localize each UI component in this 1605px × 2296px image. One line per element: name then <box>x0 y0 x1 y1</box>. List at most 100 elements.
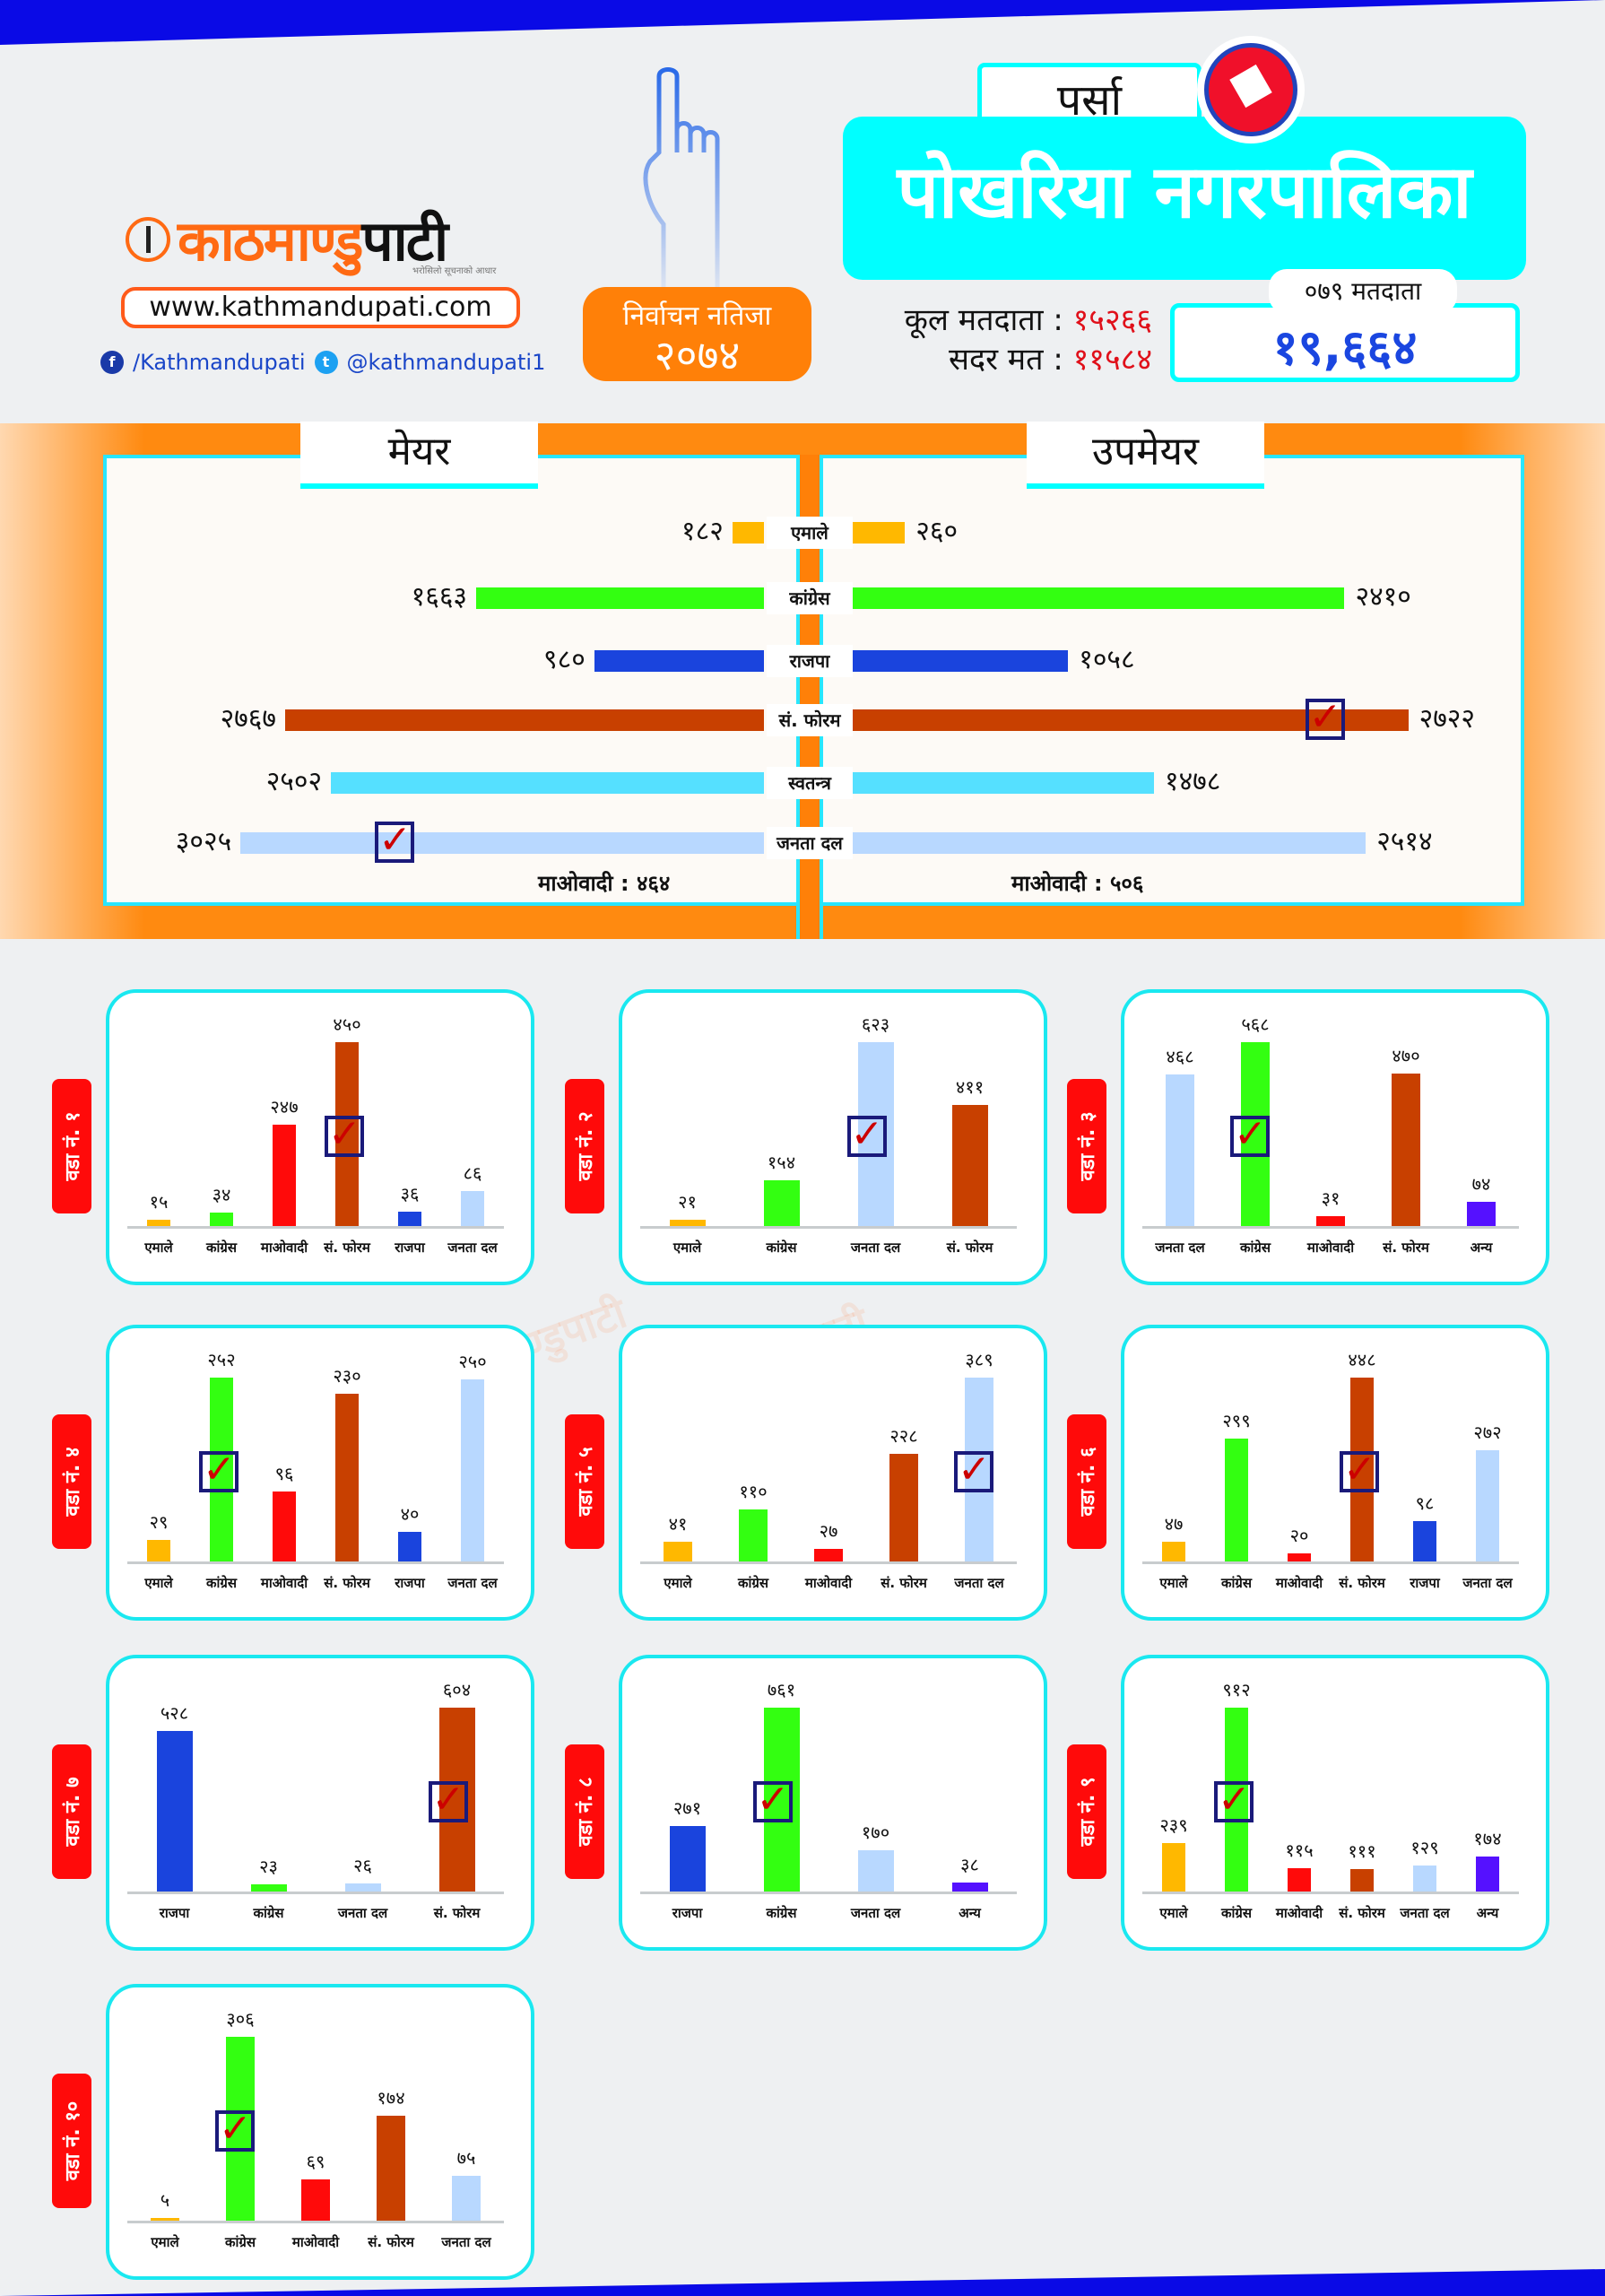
bar <box>250 1884 287 1892</box>
twitter-link[interactable]: @kathmandupati1 <box>346 350 546 375</box>
ward-card-10: ५ एमाले ३०६ कांग्रेस ✓ ६९ माओवादी १७४ सं. फोरम ७५… <box>106 1984 534 2280</box>
party-label: जनता दल <box>767 827 853 859</box>
ward-label: वडा नं. ७ <box>62 1777 84 1847</box>
winner-check-icon: ✓ <box>215 2109 255 2152</box>
mayor-bar-2 <box>594 650 764 672</box>
ward-card-1: १५ एमाले ३४ कांग्रेस २४७ माओवादी ४५० सं. फोरम ✓ ३… <box>106 989 534 1285</box>
bar-value: ५२८ <box>160 1701 189 1724</box>
deputy-bar-0 <box>852 522 906 544</box>
ward-label: वडा नं. ९ <box>1077 1777 1099 1847</box>
bar-label: राजपा <box>395 1575 425 1591</box>
bar-value: २५२ <box>207 1349 236 1370</box>
bar <box>452 2175 481 2221</box>
bar-value: २७१ <box>672 1796 702 1819</box>
bar-label: अन्य <box>959 1905 981 1921</box>
bar <box>1162 1843 1185 1892</box>
facebook-link[interactable]: /Kathmandupati <box>133 350 306 375</box>
ward-tab: वडा नं. २ <box>565 1079 604 1213</box>
ward-label: वडा नं. २ <box>575 1111 597 1181</box>
axis-line <box>127 1892 504 1894</box>
bar-value: २४७ <box>270 1096 299 1118</box>
bar <box>669 1220 706 1226</box>
ward-label: वडा नं. १ <box>62 1111 84 1181</box>
bar-value: ६०४ <box>442 1679 472 1700</box>
bar-value: २५० <box>458 1350 487 1372</box>
bar-value: ७५ <box>456 2146 476 2169</box>
bar-label: सं. फोरम <box>368 2234 414 2250</box>
bar-label: कांग्रेस <box>205 1239 237 1256</box>
bar-value: ६२३ <box>861 1013 890 1035</box>
ballot-box-icon <box>1204 43 1297 136</box>
bar-label: सं. फोरम <box>324 1239 370 1256</box>
bar-label: माओवादी <box>804 1575 853 1591</box>
bar <box>398 1211 421 1226</box>
bar-value: २६ <box>353 1855 372 1877</box>
deputy-value: १४७८ <box>1164 766 1221 797</box>
axis-line <box>127 2221 504 2223</box>
ward-card-4: २९ एमाले २५२ कांग्रेस ✓ ९६ माओवादी २३० सं. फोरम ४… <box>106 1325 534 1621</box>
winner-check-icon: ✓ <box>846 1114 887 1157</box>
kathmandupati-logo: काठमाण्डु पाटी <box>126 202 448 277</box>
bar <box>301 2179 330 2221</box>
bar-value: ४१ <box>668 1513 688 1535</box>
party-label: कांग्रेस <box>767 582 853 614</box>
bar-label: राजपा <box>159 1905 190 1921</box>
mayor-value: १६६३ <box>411 581 468 613</box>
bar <box>951 1104 988 1226</box>
bar-label: कांग्रेस <box>253 1905 284 1921</box>
bar-value: १५४ <box>767 1152 796 1174</box>
election-commission-logo <box>1197 36 1305 144</box>
bar <box>1316 1215 1345 1226</box>
bar-value: ४० <box>400 1503 420 1526</box>
valid-votes-label: सदर मत : <box>949 342 1063 378</box>
winner-check-icon: ✓ <box>1230 1114 1270 1157</box>
ward-label: वडा नं. ४ <box>62 1447 84 1517</box>
ward-tab: वडा नं. ६ <box>1067 1414 1106 1549</box>
bar <box>1288 1868 1311 1892</box>
bar-value: २३ <box>259 1856 278 1878</box>
bar-label: अन्य <box>1476 1905 1499 1921</box>
bar-value: ३०६ <box>226 2008 255 2030</box>
winner-check-icon: ✓ <box>375 821 415 863</box>
bar-value: ४५० <box>333 1013 361 1035</box>
bar-label: राजपा <box>395 1239 425 1256</box>
bar-value: ६९ <box>306 2150 325 2172</box>
deputy-mayor-heading: उपमेयर <box>1027 422 1264 489</box>
ward-tab: वडा नं. ५ <box>565 1414 604 1549</box>
website-link[interactable]: www.kathmandupati.com <box>121 287 520 328</box>
ward-label: वडा नं. ३ <box>1077 1111 1099 1181</box>
deputy-bar-3 <box>852 709 1409 731</box>
bar-value: ५६८ <box>1241 1013 1270 1035</box>
bar <box>1350 1378 1374 1561</box>
deputy-value: १०५८ <box>1079 644 1135 675</box>
voters-079-label: ०७९ मतदाता <box>1269 269 1457 314</box>
axis-line <box>640 1226 1017 1229</box>
bar <box>1392 1074 1420 1226</box>
bar <box>1413 1866 1436 1892</box>
winner-check-icon: ✓ <box>199 1449 239 1492</box>
bar-value: ७४ <box>1471 1173 1491 1196</box>
bar <box>1225 1439 1248 1561</box>
ward-card-5: ४१ एमाले ११० कांग्रेस २७ माओवादी २२८ सं. फोरम ३८… <box>619 1325 1047 1621</box>
bar-label: जनता दल <box>337 1905 388 1921</box>
voter-stats: कूल मतदाता : १५२६६ सदर मत : ११५८४ <box>838 300 1152 379</box>
axis-line <box>640 1892 1017 1894</box>
party-label: सं. फोरम <box>767 704 853 736</box>
bar-value: ८६ <box>463 1161 482 1184</box>
bar-label: सं. फोरम <box>881 1575 927 1591</box>
axis-line <box>1142 1226 1519 1229</box>
bar-value: ७६१ <box>767 1679 796 1700</box>
bar <box>1350 1869 1374 1892</box>
bar-label: कांग्रेस <box>1239 1239 1271 1256</box>
badge-title: निर्वाचन नतिजा <box>622 300 772 332</box>
bar <box>226 2037 255 2221</box>
bar <box>438 1708 475 1892</box>
bar <box>965 1378 993 1561</box>
bar-value: २१ <box>678 1191 697 1213</box>
twitter-icon: t <box>314 351 338 374</box>
bar-label: सं. फोरम <box>1339 1575 1385 1591</box>
bar-value: ९६ <box>274 1462 294 1484</box>
bar <box>664 1542 692 1561</box>
total-voters-label: कूल मतदाता : <box>904 302 1063 338</box>
bar-label: राजपा <box>1410 1575 1440 1591</box>
